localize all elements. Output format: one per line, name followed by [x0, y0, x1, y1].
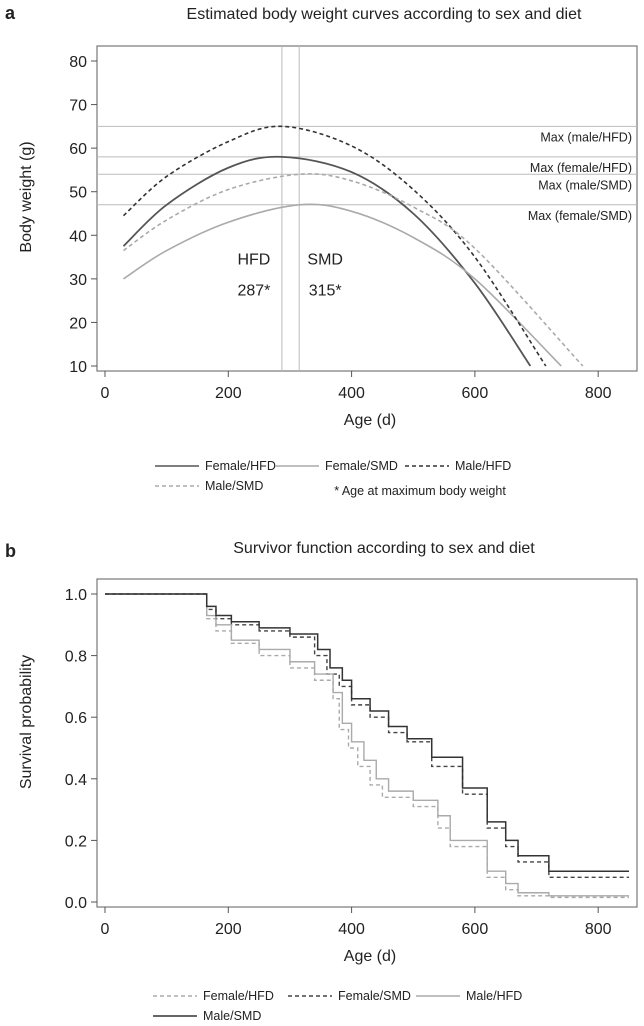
series-male-smd-line — [105, 593, 629, 872]
panel-b-frame — [96, 578, 638, 908]
x-tick-label: 200 — [215, 921, 242, 938]
legend-label: Female/SMD — [325, 459, 398, 473]
panel-b-title: Survivor function according to sex and d… — [233, 540, 535, 557]
peak-age-value-label: 315* — [309, 282, 342, 299]
x-tick-label: 0 — [101, 921, 110, 938]
panel-a-letter: a — [5, 3, 16, 23]
panel-a-legend-note: * Age at maximum body weight — [334, 484, 506, 498]
max-reference-label: Max (female/SMD) — [528, 209, 632, 223]
max-reference-label: Max (male/HFD) — [540, 130, 632, 144]
legend-label: Female/SMD — [338, 989, 411, 1003]
y-tick-label: 70 — [69, 98, 87, 115]
x-tick-label: 800 — [585, 385, 612, 402]
x-tick-label: 400 — [338, 385, 365, 402]
series-male-hfd-line — [105, 593, 629, 897]
y-tick-label: 0.0 — [65, 895, 87, 912]
x-tick-label: 600 — [462, 921, 489, 938]
panel-b-letter: b — [5, 541, 16, 561]
series-female-smd-line — [105, 593, 629, 879]
y-tick-label: 0.4 — [65, 772, 87, 789]
x-tick-label: 200 — [215, 385, 242, 402]
series-male-hfd-line — [122, 125, 547, 367]
y-tick-label: 60 — [69, 141, 87, 158]
panel-a-xlabel: Age (d) — [344, 412, 396, 429]
panel-a-ylabel: Body weight (g) — [18, 141, 35, 252]
max-reference-label: Max (female/HFD) — [530, 161, 632, 175]
series-female-hfd-line — [105, 593, 629, 899]
legend-label: Female/HFD — [205, 459, 276, 473]
panel-a-plot: 0 200 400 600 800 10 20 30 40 50 60 70 80 Max (male/H… — [69, 45, 638, 402]
y-tick-label: 20 — [69, 315, 87, 332]
panel-b-ylabel: Survival probability — [18, 655, 35, 789]
x-tick-label: 600 — [462, 385, 489, 402]
panel-a-frame — [96, 45, 638, 372]
legend-label: Male/SMD — [203, 1009, 261, 1023]
y-tick-label: 80 — [69, 54, 87, 71]
x-tick-label: 0 — [101, 385, 110, 402]
y-tick-label: 10 — [69, 359, 87, 376]
legend-label: Male/SMD — [205, 479, 263, 493]
y-tick-label: 40 — [69, 228, 87, 245]
y-tick-label: 1.0 — [65, 587, 87, 604]
max-reference-label: Max (male/SMD) — [538, 178, 632, 192]
y-tick-label: 0.2 — [65, 833, 87, 850]
panel-b-xlabel: Age (d) — [344, 948, 396, 965]
panel-b-legend: Female/HFD Female/SMD Male/HFD Male/SMD — [153, 989, 522, 1023]
series-female-hfd-line — [122, 155, 532, 367]
y-tick-label: 30 — [69, 272, 87, 289]
y-tick-label: 50 — [69, 185, 87, 202]
panel-a-legend: Female/HFD Female/SMD Male/HFD Male/SMD — [155, 459, 511, 493]
x-tick-label: 400 — [338, 921, 365, 938]
legend-label: Male/HFD — [466, 989, 522, 1003]
x-tick-label: 800 — [585, 921, 612, 938]
panel-b-plot: 0 200 400 600 800 0.0 0.2 0.4 0.6 0.8 1.0 — [65, 578, 638, 938]
series-female-smd-line — [123, 203, 562, 367]
panel-a-title: Estimated body weight curves according t… — [187, 6, 582, 23]
legend-label: Female/HFD — [203, 989, 274, 1003]
peak-age-group-label: HFD — [237, 251, 270, 268]
peak-age-value-label: 287* — [237, 282, 270, 299]
series-male-smd-line — [123, 173, 584, 367]
y-tick-label: 0.6 — [65, 710, 87, 727]
legend-label: Male/HFD — [455, 459, 511, 473]
y-tick-label: 0.8 — [65, 649, 87, 666]
peak-age-group-label: SMD — [307, 251, 343, 268]
